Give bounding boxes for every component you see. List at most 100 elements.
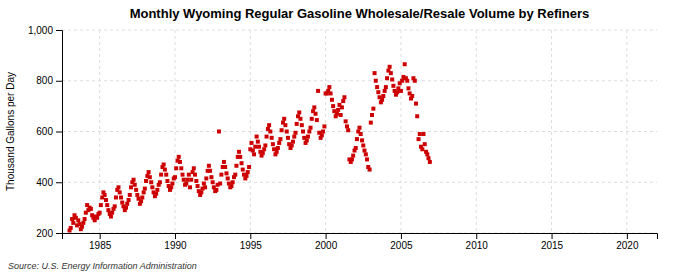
- point: [391, 84, 395, 88]
- point: [245, 174, 249, 178]
- tick: 2005: [390, 233, 413, 251]
- tick-mark: [401, 233, 402, 239]
- point: [116, 185, 120, 189]
- point: [158, 180, 162, 184]
- grid: [62, 30, 657, 233]
- tick-label: 2020: [616, 240, 639, 251]
- point: [358, 126, 362, 130]
- point: [277, 141, 281, 145]
- point: [351, 154, 355, 158]
- y-axis-title: Thousand Gallons per Day: [5, 72, 16, 191]
- point: [329, 91, 333, 95]
- title: Monthly Wyoming Regular Gasoline Wholesa…: [130, 6, 590, 21]
- point: [380, 98, 384, 102]
- tick-label: 1985: [89, 240, 112, 251]
- point: [290, 143, 294, 147]
- tick-label: 400: [36, 177, 53, 188]
- point: [268, 130, 272, 134]
- point: [399, 89, 403, 93]
- point: [405, 79, 409, 83]
- point: [211, 180, 215, 184]
- point: [327, 85, 331, 89]
- point: [321, 130, 325, 134]
- point: [252, 152, 256, 156]
- point: [159, 173, 163, 177]
- point: [193, 173, 197, 177]
- tick: 1995: [240, 233, 263, 251]
- point: [400, 79, 404, 83]
- tick-mark: [250, 233, 251, 239]
- tick-mark: [56, 233, 62, 234]
- point: [330, 98, 334, 102]
- point: [184, 182, 188, 186]
- point: [214, 188, 218, 192]
- point: [217, 130, 221, 134]
- point: [364, 152, 368, 156]
- tick: 1985: [89, 233, 112, 251]
- point: [99, 203, 103, 207]
- point: [339, 113, 343, 117]
- tick: 1,000: [28, 25, 62, 36]
- point: [196, 184, 200, 188]
- point: [346, 128, 350, 132]
- point: [224, 171, 228, 175]
- point: [234, 164, 238, 168]
- point: [89, 207, 93, 211]
- point: [83, 217, 87, 221]
- point: [118, 190, 122, 194]
- point: [189, 178, 193, 182]
- point: [255, 135, 259, 139]
- point: [177, 155, 181, 159]
- point: [390, 77, 394, 81]
- point: [369, 121, 373, 125]
- grid-line: [62, 30, 657, 31]
- point: [292, 135, 296, 139]
- point: [246, 170, 250, 174]
- point: [148, 175, 152, 179]
- point: [322, 124, 326, 128]
- point: [203, 185, 207, 189]
- point: [164, 173, 168, 177]
- point: [249, 141, 253, 145]
- point: [185, 178, 189, 182]
- point: [80, 225, 84, 229]
- point: [361, 143, 365, 147]
- points: [68, 62, 432, 232]
- point: [238, 155, 242, 159]
- point: [271, 142, 275, 146]
- point: [132, 178, 136, 182]
- point: [181, 173, 185, 177]
- point: [134, 188, 138, 192]
- point: [362, 149, 366, 153]
- point: [119, 195, 123, 199]
- point: [298, 117, 302, 121]
- tick-mark: [175, 233, 176, 239]
- point: [360, 138, 364, 142]
- point: [104, 198, 108, 202]
- point: [426, 156, 430, 160]
- point: [204, 176, 208, 180]
- point: [425, 152, 429, 156]
- tick-label: 2005: [390, 240, 413, 251]
- point: [315, 118, 319, 122]
- point: [341, 99, 345, 103]
- point: [188, 185, 192, 189]
- point: [120, 201, 124, 205]
- point: [263, 143, 267, 147]
- point: [103, 193, 107, 197]
- point: [312, 105, 316, 109]
- point: [381, 94, 385, 98]
- point: [420, 147, 424, 151]
- point: [182, 178, 186, 182]
- point: [316, 89, 320, 93]
- axis-line: [63, 234, 658, 240]
- point: [280, 128, 284, 132]
- point: [384, 85, 388, 89]
- point: [423, 142, 427, 146]
- point: [165, 179, 169, 183]
- point: [194, 179, 198, 183]
- point: [355, 137, 359, 141]
- point: [403, 62, 407, 66]
- point: [147, 170, 151, 174]
- point: [187, 173, 191, 177]
